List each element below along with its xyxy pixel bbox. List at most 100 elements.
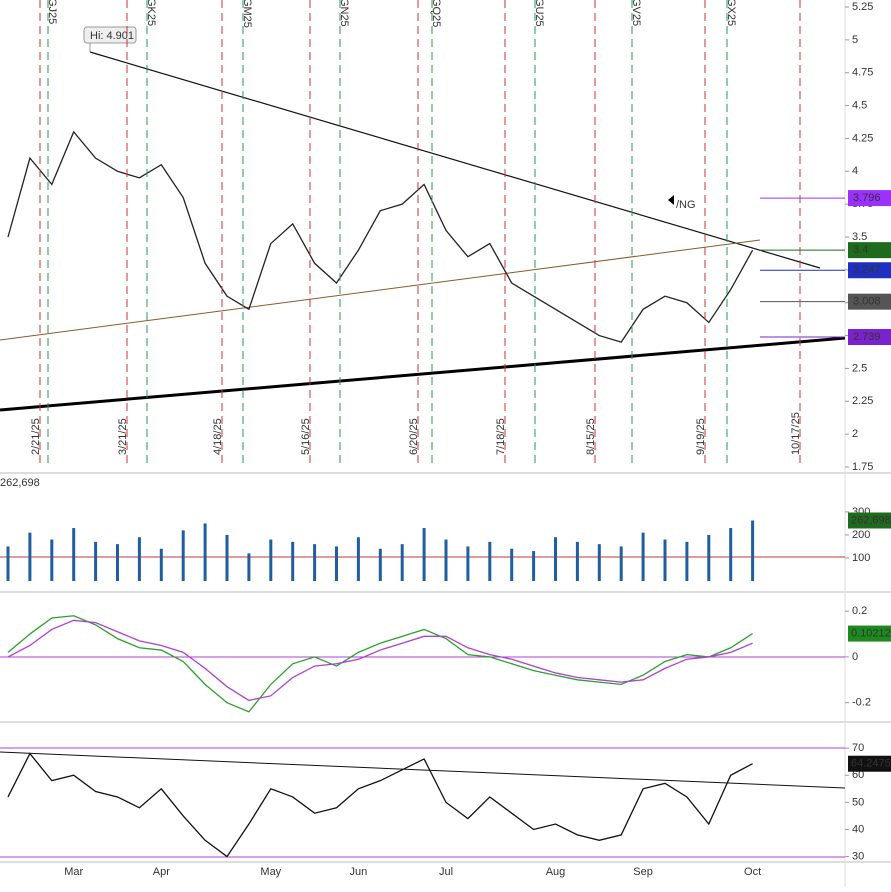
- y-tick-label: 60: [852, 769, 864, 781]
- contract-label: NGX25: [725, 0, 737, 26]
- volume-bar: [269, 539, 273, 581]
- volume-bar: [663, 539, 667, 581]
- y-tick-label: 2: [852, 428, 858, 440]
- volume-bar: [6, 546, 10, 581]
- expiry-label: 9/19/25: [695, 418, 707, 455]
- contract-label: NGV25: [630, 0, 642, 26]
- volume-bar: [685, 541, 689, 581]
- expiry-label: 7/18/25: [495, 418, 507, 455]
- current-value-box: [848, 512, 891, 529]
- y-tick-label: 3.5: [852, 231, 867, 243]
- current-value: 262,698: [851, 514, 891, 526]
- contract-label: NGQ25: [430, 0, 442, 27]
- volume-bar: [597, 544, 601, 581]
- volume-bar: [641, 532, 645, 581]
- y-tick-label: 300: [852, 506, 870, 518]
- expiry-label: 5/16/25: [300, 418, 312, 455]
- x-tick-label: May: [260, 866, 281, 878]
- y-tick-label: 200: [852, 529, 870, 541]
- y-tick-label: 2.5: [852, 362, 867, 374]
- volume-bar: [707, 534, 711, 581]
- volume-bar: [94, 541, 98, 581]
- volume-bar: [159, 548, 163, 581]
- volume-bar: [225, 534, 229, 581]
- y-tick-label: -0.2: [852, 697, 871, 709]
- marker-label: 3.008: [853, 296, 881, 308]
- x-tick-label: Jul: [439, 866, 453, 878]
- volume-bar: [313, 544, 317, 581]
- x-tick-label: Sep: [633, 866, 653, 878]
- expiry-label: 3/21/25: [117, 418, 129, 455]
- expiry-label: 2/21/25: [30, 418, 42, 455]
- marker-label: 3.247: [853, 264, 881, 276]
- y-tick-label: 100: [852, 552, 870, 564]
- y-tick-label: 4.75: [852, 67, 873, 79]
- y-tick-label: 0.2: [852, 605, 867, 617]
- current-value: 64.2475: [851, 758, 891, 770]
- x-tick-label: Jun: [350, 866, 368, 878]
- y-tick-label: 4: [852, 165, 858, 177]
- contract-label: NGN25: [338, 0, 350, 27]
- high-box: [83, 26, 137, 44]
- series-line: [7, 130, 754, 343]
- expiry-label: 4/18/25: [212, 418, 224, 455]
- volume-label: 262,698: [0, 477, 40, 489]
- trendline: [89, 51, 821, 269]
- y-tick-label: 40: [852, 823, 864, 835]
- expiry-label: 6/20/25: [408, 418, 420, 455]
- current-value: 0.10212: [851, 627, 891, 639]
- volume-bar: [356, 537, 360, 581]
- volume-bar: [729, 528, 733, 581]
- current-value-box: [848, 625, 891, 642]
- volume-bar: [28, 532, 32, 581]
- y-tick-label: 4.25: [852, 132, 873, 144]
- volume-bar: [247, 553, 251, 581]
- volume-bar: [554, 537, 557, 581]
- x-tick-label: Oct: [744, 866, 761, 878]
- volume-bar: [181, 530, 185, 581]
- y-tick-label: 30: [852, 850, 864, 862]
- volume-bar: [203, 523, 207, 581]
- y-tick-label: 1.75: [852, 461, 873, 473]
- y-tick-label: 2.25: [852, 395, 873, 407]
- rsi-trendline: [0, 751, 846, 789]
- volume-bar: [116, 544, 119, 581]
- marker-label: 2.739: [853, 331, 881, 343]
- high-label: Hi: 4.901: [90, 30, 134, 42]
- y-tick-label: 4.5: [852, 99, 867, 111]
- y-tick-label: 50: [852, 796, 864, 808]
- volume-bar: [444, 539, 448, 581]
- series-line: [7, 752, 753, 858]
- symbol-label: /NG: [676, 199, 696, 211]
- marker-box: [848, 262, 891, 279]
- y-tick-label: 70: [852, 742, 864, 754]
- expiry-label: 10/17/25: [790, 412, 802, 455]
- series-line: [7, 619, 753, 702]
- volume-bar: [137, 537, 141, 581]
- contract-label: NGK25: [145, 0, 157, 26]
- marker-box: [848, 329, 891, 346]
- volume-bar: [575, 541, 579, 581]
- current-value-box: [848, 755, 891, 772]
- contract-label: NGU25: [533, 0, 545, 27]
- symbol-arrow: [668, 195, 674, 205]
- marker-box: [848, 293, 891, 310]
- contract-label: NGJ25: [46, 0, 58, 24]
- moving-average: [0, 239, 761, 341]
- volume-bar: [466, 546, 470, 581]
- contract-label: NGM25: [241, 0, 253, 28]
- volume-bar: [378, 548, 382, 581]
- volume-bar: [751, 520, 755, 581]
- volume-bar: [72, 528, 76, 581]
- trendline: [0, 336, 846, 412]
- x-tick-label: Mar: [64, 866, 83, 878]
- y-tick-label: 0: [852, 651, 858, 663]
- marker-box: [848, 190, 891, 207]
- marker-label: 3.796: [853, 192, 881, 204]
- marker-box: [848, 242, 891, 259]
- x-tick-label: Aug: [546, 866, 566, 878]
- expiry-label: 8/15/25: [585, 418, 597, 455]
- volume-bar: [488, 541, 492, 581]
